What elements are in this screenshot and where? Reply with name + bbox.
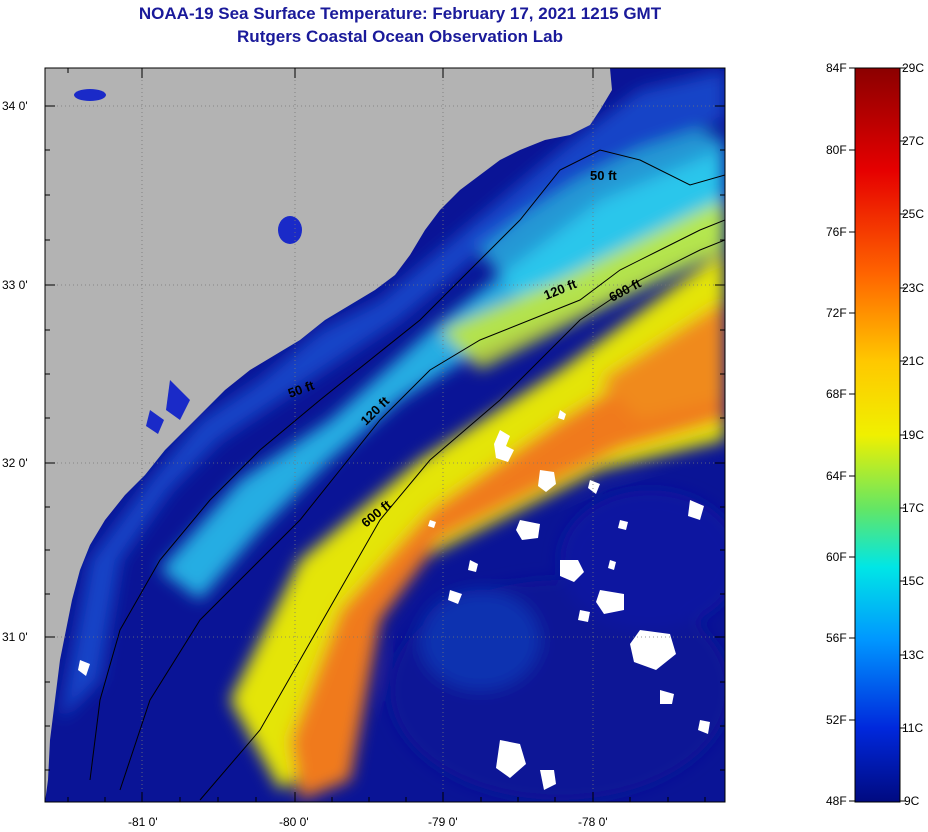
lat-tick-label: 34 0' xyxy=(2,99,28,113)
colorbar-c-label: 13C xyxy=(902,648,924,662)
lat-tick-label: 31 0' xyxy=(2,630,28,644)
colorbar-f-label: 76F xyxy=(826,225,847,239)
colorbar-c-label: 19C xyxy=(902,428,924,442)
contour-600ft xyxy=(199,239,725,801)
colorbar-c-label: 25C xyxy=(902,207,924,221)
lon-tick-label: -79 0' xyxy=(428,815,458,829)
lat-tick-label: 32 0' xyxy=(2,456,28,470)
graticule xyxy=(45,68,725,802)
colorbar-c-label: 17C xyxy=(902,501,924,515)
lon-tick-label: -78 0' xyxy=(578,815,608,829)
contour-50ft xyxy=(89,149,725,781)
lon-tick-label: -81 0' xyxy=(128,815,158,829)
land-mass xyxy=(45,68,612,802)
colorbar-f-label: 64F xyxy=(826,469,847,483)
sst-map-area: 50 ft 120 ft 600 ft 50 ft 120 ft 600 ft xyxy=(45,68,725,802)
colorbar: 84F 80F 76F 72F 68F 64F 60F 56F 52F 48F … xyxy=(826,61,924,808)
colorbar-f-label: 80F xyxy=(826,143,847,157)
colorbar-f-label: 56F xyxy=(826,631,847,645)
colorbar-f-label: 84F xyxy=(826,61,847,75)
inland-water xyxy=(74,89,302,434)
colorbar-f-label: 52F xyxy=(826,713,847,727)
colorbar-c-label: 27C xyxy=(902,134,924,148)
colorbar-gradient xyxy=(854,67,901,803)
map-frame xyxy=(44,67,726,803)
lat-tick-label: 33 0' xyxy=(2,278,28,292)
contour-label-50ft-north: 50 ft xyxy=(590,168,617,183)
colorbar-ticks xyxy=(849,67,906,802)
colorbar-c-label: 29C xyxy=(902,61,924,75)
colorbar-f-label: 68F xyxy=(826,387,847,401)
axis-ticks xyxy=(45,68,725,802)
colorbar-c-label: 11C xyxy=(902,721,923,735)
colorbar-c-label: 23C xyxy=(902,281,924,295)
colorbar-f-label: 60F xyxy=(826,550,847,564)
bathymetry-contours xyxy=(89,149,725,801)
colorbar-f-label: 72F xyxy=(826,306,847,320)
cloud-mask xyxy=(78,410,710,790)
lon-tick-label: -80 0' xyxy=(279,815,309,829)
colorbar-c-label: 21C xyxy=(902,354,924,368)
colorbar-c-label: 15C xyxy=(902,574,924,588)
map-subtitle: Rutgers Coastal Ocean Observation Lab xyxy=(237,27,563,46)
contour-120ft xyxy=(119,219,725,791)
map-title: NOAA-19 Sea Surface Temperature: Februar… xyxy=(138,4,662,23)
colorbar-c-label: 9C xyxy=(904,794,920,808)
colorbar-f-label: 48F xyxy=(826,794,847,808)
